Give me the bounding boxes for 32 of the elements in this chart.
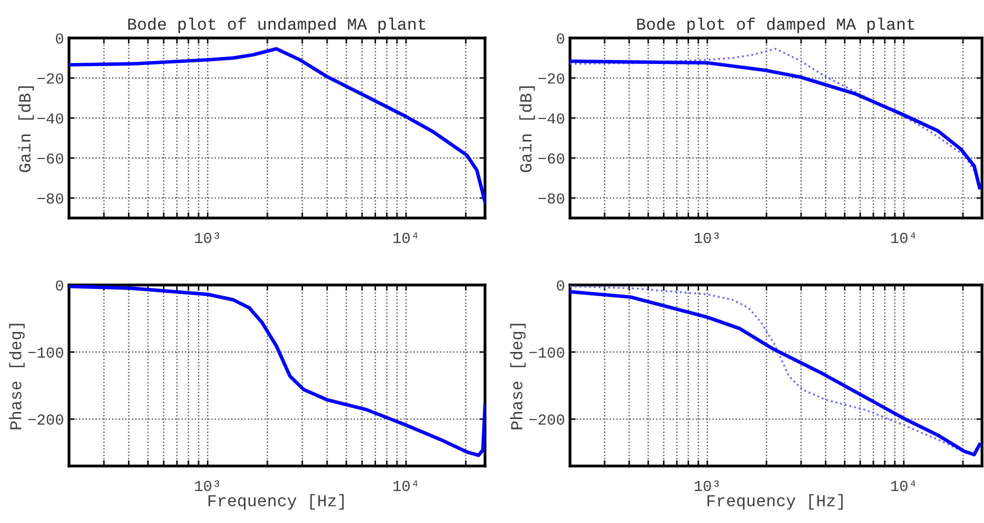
- y-tick-label: 0: [56, 33, 64, 44]
- x-tick-label: 10⁴: [393, 480, 418, 492]
- x-tick-label: 10³: [694, 480, 719, 492]
- x-axis-title: Frequency [Hz]: [708, 494, 843, 510]
- y-tick-label: −100: [28, 347, 64, 358]
- y-tick-label: 0: [556, 280, 564, 291]
- y-tick-label: −60: [538, 153, 564, 164]
- y-tick-label: −20: [38, 73, 64, 84]
- x-tick-label: 10³: [195, 480, 220, 492]
- y-tick-label: −40: [538, 113, 564, 124]
- y-tick-label: 0: [56, 280, 64, 291]
- y-tick-label: −40: [38, 113, 64, 124]
- y-tick-label: −80: [38, 193, 64, 204]
- y-axis-title: Phase [deg]: [510, 324, 526, 430]
- chart-title: Bode plot of damped MA plant: [637, 18, 914, 34]
- y-tick-label: −200: [529, 414, 564, 425]
- y-tick-label: −200: [28, 414, 64, 425]
- chart-title: Bode plot of undamped MA plant: [128, 18, 426, 34]
- y-tick-label: −100: [529, 347, 564, 358]
- x-tick-label: 10³: [195, 232, 220, 244]
- y-axis-title: Gain [dB]: [519, 86, 535, 172]
- y-tick-label: −80: [538, 193, 564, 204]
- y-tick-label: −20: [538, 73, 564, 84]
- y-axis-title: Phase [deg]: [9, 324, 25, 430]
- x-tick-label: 10⁴: [393, 232, 418, 244]
- y-axis-title: Gain [dB]: [18, 86, 34, 172]
- x-axis-title: Frequency [Hz]: [208, 494, 344, 510]
- x-tick-label: 10³: [694, 232, 719, 244]
- y-tick-label: −60: [38, 153, 64, 164]
- x-tick-label: 10⁴: [891, 232, 916, 244]
- y-tick-label: 0: [556, 33, 564, 44]
- x-tick-label: 10⁴: [891, 480, 916, 492]
